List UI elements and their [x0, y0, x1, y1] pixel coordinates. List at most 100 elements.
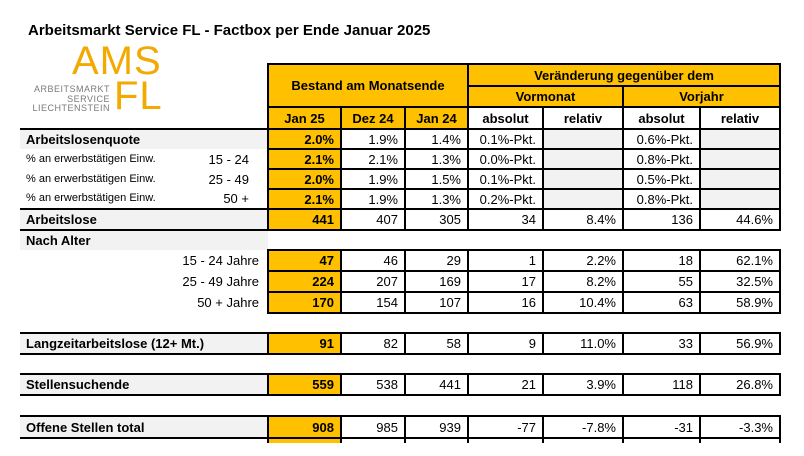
column-header-vm-absolut: absolut [467, 106, 544, 130]
cell-dez24: 2.1% [340, 148, 406, 170]
table-row: Nach Alter [20, 230, 780, 250]
fl-logo-text: FL [114, 74, 163, 118]
table-row: % an erwerbstätigen Einw. 15 - 24 2.1% 2… [20, 148, 781, 170]
cell-dez24: 985 [340, 415, 406, 439]
cell-vm-absolut: 21 [467, 373, 544, 396]
cell-jan24: 1.4% [404, 128, 469, 150]
table-row: % an erwerbstätigen Einw. 25 - 49 2.0% 1… [20, 168, 781, 190]
cell-jan25: 908 [267, 415, 342, 439]
cell-jan25: 224 [267, 270, 342, 293]
cell-vj-absolut: 63 [622, 291, 701, 314]
row-age-range: 50 + [223, 191, 249, 206]
cell-vj-absolut: 136 [622, 208, 701, 231]
row-label: Arbeitslose [20, 208, 268, 231]
cell-jan25: 2.0% [267, 168, 342, 190]
header-vorjahr: Vorjahr [622, 85, 781, 108]
row-sublabel: % an erwerbstätigen Einw. [26, 152, 156, 165]
cell-vj-relativ: -3.3% [699, 415, 781, 439]
cell-jan25: 47 [267, 249, 342, 272]
cell-jan24: 29 [404, 249, 469, 272]
column-header-jan25: Jan 25 [267, 106, 342, 130]
cell-jan24: 939 [404, 415, 469, 439]
cell-vj-relativ: 62.1% [699, 249, 781, 272]
header-veraenderung: Veränderung gegenüber dem [467, 63, 781, 87]
cell-jan25: 2.1% [267, 188, 342, 210]
cell-jan24: 1.5% [404, 168, 469, 190]
table-row: Stellensuchende 559 538 441 21 3.9% 118 … [20, 373, 781, 396]
header-row-columns: Jan 25 Dez 24 Jan 24 absolut relativ abs… [20, 106, 781, 130]
column-header-jan24: Jan 24 [404, 106, 469, 130]
spacer-row [20, 313, 780, 333]
cell-vm-relativ-empty [542, 128, 624, 150]
cell-vj-absolut: 55 [622, 270, 701, 293]
row-label: % an erwerbstätigen Einw. 25 - 49 [20, 169, 268, 189]
table-row: 15 - 24 Jahre 47 46 29 1 2.2% 18 62.1% [20, 249, 781, 272]
cell-vm-relativ-empty [542, 168, 624, 190]
cell-dez24: 82 [340, 332, 406, 355]
cell-jan24: 169 [404, 270, 469, 293]
table-row: 25 - 49 Jahre 224 207 169 17 8.2% 55 32.… [20, 270, 781, 293]
cell-vm-relativ: 11.0% [542, 332, 624, 355]
header-corner-blank [20, 64, 268, 129]
cell-vm-absolut: 0.1%-Pkt. [467, 168, 544, 190]
cell-vj-absolut: 0.5%-Pkt. [622, 168, 701, 190]
row-label: 25 - 49 Jahre [182, 274, 259, 289]
cell-jan24: 1.3% [404, 148, 469, 170]
row-label: Arbeitslosenquote [20, 128, 268, 149]
cell-jan24: 58 [404, 332, 469, 355]
cell-vm-absolut: 0.2%-Pkt. [467, 188, 544, 210]
cell-vj-absolut: 0.6%-Pkt. [622, 128, 701, 150]
row-age-range: 15 - 24 [208, 151, 249, 167]
cell-vj-absolut: -31 [622, 415, 701, 439]
row-label: Langzeitarbeitslose (12+ Mt.) [20, 332, 268, 355]
cell-vm-relativ: 2.2% [542, 249, 624, 272]
table-row: Offene Stellen total 908 985 939 -77 -7.… [20, 415, 781, 439]
cell-dez24: 538 [340, 373, 406, 396]
cell-jan24: 1.3% [404, 188, 469, 210]
table-row: Langzeitarbeitslose (12+ Mt.) 91 82 58 9… [20, 332, 781, 355]
cell-vm-absolut: 17 [467, 270, 544, 293]
header-bestand: Bestand am Monatsende [267, 63, 469, 108]
cell-jan25: 91 [267, 332, 342, 355]
cell-vj-absolut: 0.8%-Pkt. [622, 148, 701, 170]
logo-org-line: LIECHTENSTEIN [32, 103, 110, 113]
cell-vj-relativ-empty [699, 168, 781, 190]
spacer-row [20, 354, 780, 374]
cell-dez24: 407 [340, 208, 406, 231]
row-label: Nach Alter [20, 230, 268, 250]
cell-vj-absolut: 33 [622, 332, 701, 355]
cell-vm-absolut: 0.1%-Pkt. [467, 128, 544, 150]
cell-vm-relativ: 8.4% [542, 208, 624, 231]
row-sublabel: % an erwerbstätigen Einw. [26, 172, 156, 185]
cell-vj-relativ-empty [699, 148, 781, 170]
header-row-groups: Bestand am Monatsende Veränderung gegenü… [20, 63, 781, 108]
column-header-vm-relativ: relativ [542, 106, 624, 130]
cell-vj-relativ: 44.6% [699, 208, 781, 231]
cell-jan24: 107 [404, 291, 469, 314]
logo-org-line: SERVICE [67, 93, 110, 104]
cell-jan25: 559 [267, 373, 342, 396]
cell-dez24: 1.9% [340, 128, 406, 150]
row-stub [20, 438, 781, 443]
logo-org-line: ARBEITSMARKT [33, 84, 110, 94]
header-vormonat: Vormonat [467, 85, 624, 108]
page-title: Arbeitsmarkt Service FL - Factbox per En… [28, 22, 431, 39]
row-label: Stellensuchende [20, 373, 268, 396]
row-age-range: 25 - 49 [208, 171, 249, 187]
cell-jan24: 441 [404, 373, 469, 396]
row-label: 50 + Jahre [197, 295, 259, 310]
cell-dez24: 1.9% [340, 188, 406, 210]
cell-jan24: 305 [404, 208, 469, 231]
column-header-vj-absolut: absolut [622, 106, 701, 130]
cell-vm-absolut: 1 [467, 249, 544, 272]
cell-vm-relativ-empty [542, 148, 624, 170]
table-row: 50 + Jahre 170 154 107 16 10.4% 63 58.9% [20, 291, 781, 314]
header-row-periods: Vormonat Vorjahr [20, 85, 781, 108]
cell-jan25: 441 [267, 208, 342, 231]
table-row: Arbeitslose 441 407 305 34 8.4% 136 44.6… [20, 208, 781, 231]
cell-vj-relativ-empty [699, 188, 781, 210]
cell-vm-relativ-empty [542, 188, 624, 210]
cell-vj-absolut: 0.8%-Pkt. [622, 188, 701, 210]
cell-vm-relativ: -7.8% [542, 415, 624, 439]
cell-dez24: 1.9% [340, 168, 406, 190]
